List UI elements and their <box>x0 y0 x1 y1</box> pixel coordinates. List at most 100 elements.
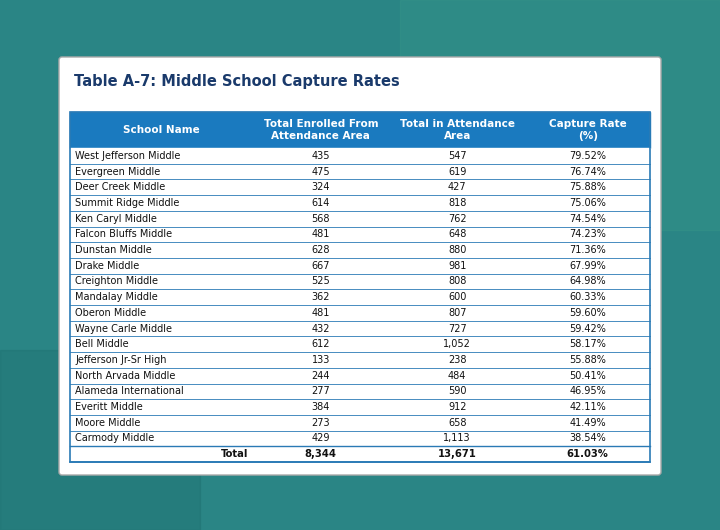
Bar <box>70 258 650 273</box>
Bar <box>0 350 200 530</box>
Text: 429: 429 <box>312 434 330 444</box>
Text: 74.23%: 74.23% <box>570 229 606 240</box>
Text: Total Enrolled From
Attendance Area: Total Enrolled From Attendance Area <box>264 119 378 141</box>
Text: 59.42%: 59.42% <box>570 323 606 333</box>
Text: 76.74%: 76.74% <box>570 166 606 176</box>
Bar <box>70 368 650 384</box>
Text: Capture Rate
(%): Capture Rate (%) <box>549 119 626 141</box>
Bar <box>70 415 650 430</box>
Bar <box>70 148 650 164</box>
Text: North Arvada Middle: North Arvada Middle <box>75 370 176 381</box>
Text: 600: 600 <box>448 292 467 302</box>
Text: 59.60%: 59.60% <box>570 308 606 318</box>
Text: 727: 727 <box>448 323 467 333</box>
Text: 42.11%: 42.11% <box>570 402 606 412</box>
Text: 58.17%: 58.17% <box>570 339 606 349</box>
Bar <box>70 112 650 462</box>
Text: 362: 362 <box>312 292 330 302</box>
Text: Carmody Middle: Carmody Middle <box>75 434 154 444</box>
Text: Alameda International: Alameda International <box>75 386 184 396</box>
Bar <box>70 430 650 446</box>
Text: Wayne Carle Middle: Wayne Carle Middle <box>75 323 172 333</box>
Text: Ken Caryl Middle: Ken Caryl Middle <box>75 214 157 224</box>
Text: Total: Total <box>221 449 248 459</box>
Text: 277: 277 <box>312 386 330 396</box>
Text: 244: 244 <box>312 370 330 381</box>
Text: 525: 525 <box>312 277 330 286</box>
Text: West Jefferson Middle: West Jefferson Middle <box>75 151 181 161</box>
Text: Falcon Bluffs Middle: Falcon Bluffs Middle <box>75 229 172 240</box>
Text: Deer Creek Middle: Deer Creek Middle <box>75 182 166 192</box>
Text: Creighton Middle: Creighton Middle <box>75 277 158 286</box>
Text: 75.06%: 75.06% <box>570 198 606 208</box>
Text: Total in Attendance
Area: Total in Attendance Area <box>400 119 515 141</box>
Text: 568: 568 <box>312 214 330 224</box>
Text: 481: 481 <box>312 308 330 318</box>
Text: 808: 808 <box>448 277 467 286</box>
Text: 807: 807 <box>448 308 467 318</box>
Text: 64.98%: 64.98% <box>570 277 606 286</box>
Text: 38.54%: 38.54% <box>570 434 606 444</box>
Bar <box>400 0 720 230</box>
Bar <box>70 384 650 399</box>
Text: 8,344: 8,344 <box>305 449 337 459</box>
Text: 74.54%: 74.54% <box>570 214 606 224</box>
Text: 628: 628 <box>312 245 330 255</box>
Text: 273: 273 <box>312 418 330 428</box>
Text: 384: 384 <box>312 402 330 412</box>
Text: Moore Middle: Moore Middle <box>75 418 140 428</box>
FancyBboxPatch shape <box>59 57 661 475</box>
Text: 619: 619 <box>448 166 467 176</box>
Text: 435: 435 <box>312 151 330 161</box>
Bar <box>70 305 650 321</box>
Text: 981: 981 <box>448 261 467 271</box>
Text: Bell Middle: Bell Middle <box>75 339 129 349</box>
Bar <box>70 273 650 289</box>
Text: 41.49%: 41.49% <box>570 418 606 428</box>
Text: 547: 547 <box>448 151 467 161</box>
Text: 912: 912 <box>448 402 467 412</box>
Bar <box>70 446 650 462</box>
Text: 648: 648 <box>448 229 467 240</box>
Bar <box>70 112 650 148</box>
Bar <box>70 164 650 179</box>
Bar <box>70 226 650 242</box>
Bar <box>70 211 650 226</box>
Text: 432: 432 <box>312 323 330 333</box>
Text: 238: 238 <box>448 355 467 365</box>
Text: 590: 590 <box>448 386 467 396</box>
Text: 481: 481 <box>312 229 330 240</box>
Text: 667: 667 <box>312 261 330 271</box>
Text: Evergreen Middle: Evergreen Middle <box>75 166 161 176</box>
Text: 13,671: 13,671 <box>438 449 477 459</box>
Text: 1,113: 1,113 <box>444 434 471 444</box>
Text: 55.88%: 55.88% <box>570 355 606 365</box>
Text: 75.88%: 75.88% <box>570 182 606 192</box>
Bar <box>70 242 650 258</box>
Text: School Name: School Name <box>123 125 199 135</box>
Bar <box>70 321 650 337</box>
Text: 880: 880 <box>448 245 467 255</box>
Text: 762: 762 <box>448 214 467 224</box>
Text: 71.36%: 71.36% <box>570 245 606 255</box>
Text: Drake Middle: Drake Middle <box>75 261 139 271</box>
Text: 484: 484 <box>448 370 467 381</box>
Text: 133: 133 <box>312 355 330 365</box>
Text: 612: 612 <box>312 339 330 349</box>
Text: Mandalay Middle: Mandalay Middle <box>75 292 158 302</box>
Text: Dunstan Middle: Dunstan Middle <box>75 245 152 255</box>
Bar <box>70 337 650 352</box>
Bar <box>70 399 650 415</box>
Text: 61.03%: 61.03% <box>567 449 608 459</box>
Text: 60.33%: 60.33% <box>570 292 606 302</box>
Bar <box>70 179 650 195</box>
Text: 324: 324 <box>312 182 330 192</box>
Text: Oberon Middle: Oberon Middle <box>75 308 146 318</box>
Text: 818: 818 <box>448 198 467 208</box>
Bar <box>70 352 650 368</box>
Text: 658: 658 <box>448 418 467 428</box>
Text: 46.95%: 46.95% <box>570 386 606 396</box>
Text: Everitt Middle: Everitt Middle <box>75 402 143 412</box>
Text: Table A-7: Middle School Capture Rates: Table A-7: Middle School Capture Rates <box>74 74 400 89</box>
Text: 614: 614 <box>312 198 330 208</box>
